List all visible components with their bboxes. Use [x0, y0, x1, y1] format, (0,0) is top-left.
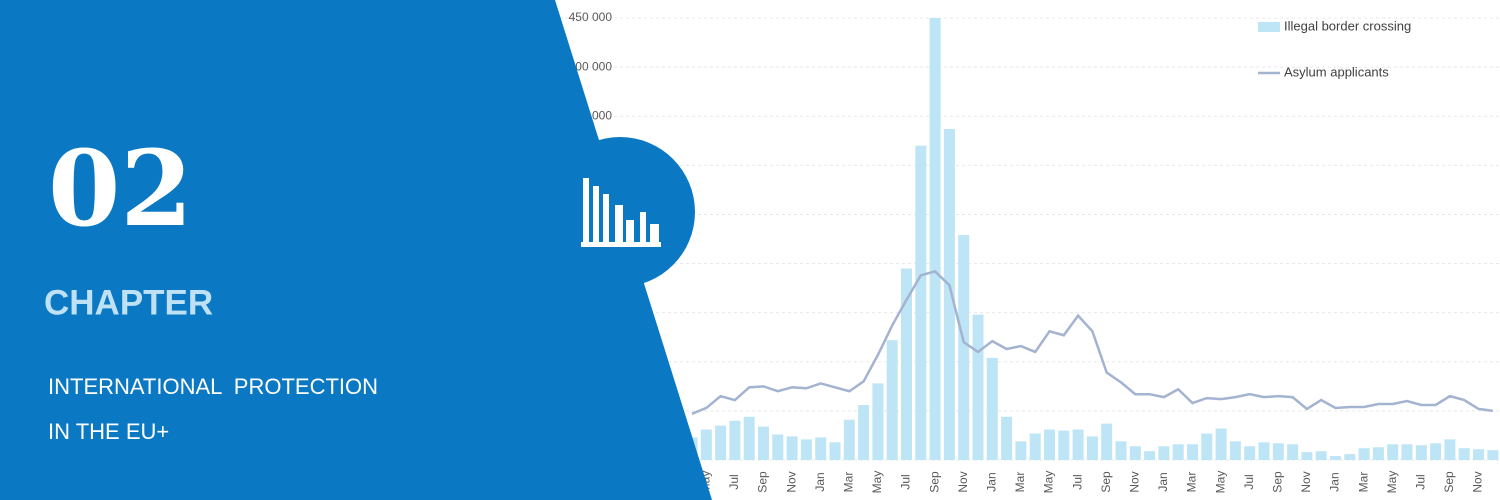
x-tick-label: May — [1213, 471, 1227, 494]
bar — [915, 145, 927, 460]
x-tick-label: Nov — [1127, 471, 1141, 492]
bar — [1144, 451, 1156, 460]
chapter-number: 02 — [48, 127, 193, 250]
bar — [1058, 430, 1070, 460]
bar — [758, 426, 769, 460]
x-tick-label: Jul — [1070, 474, 1084, 489]
bar — [1101, 423, 1113, 460]
bar — [943, 128, 955, 461]
line — [691, 270, 1493, 415]
bar — [729, 420, 741, 460]
bar — [1258, 442, 1270, 460]
x-tick-label: Sep — [756, 471, 770, 493]
bar — [986, 357, 998, 460]
bar — [1430, 443, 1442, 460]
bar — [1187, 444, 1198, 460]
bar — [1201, 433, 1213, 460]
bar — [1444, 439, 1456, 460]
x-tick-label: Jul — [1242, 474, 1256, 489]
bar — [786, 436, 798, 460]
bar — [1372, 447, 1384, 460]
x-tick-label: May — [1385, 471, 1399, 494]
x-tick-label: Mar — [841, 472, 855, 493]
bar — [858, 404, 870, 460]
x-tick-label: Sep — [1270, 471, 1284, 493]
x-tick-label: Sep — [927, 471, 941, 493]
bar — [1072, 429, 1084, 460]
bar — [700, 429, 712, 460]
bar — [715, 425, 727, 460]
chapter-panel — [0, 0, 712, 500]
bar — [958, 235, 970, 460]
x-tick-label: Jul — [1413, 474, 1427, 489]
bar — [1330, 456, 1341, 460]
bar — [872, 383, 884, 460]
bar — [1215, 428, 1227, 460]
chart: 050 000100 000150 000200 000250 000300 0… — [560, 10, 1500, 493]
bar — [1315, 451, 1327, 460]
bar — [1301, 452, 1313, 460]
x-tick-label: May — [870, 471, 884, 494]
bar — [901, 268, 912, 460]
y-tick-label: 400 000 — [569, 59, 613, 73]
x-tick-label: Sep — [1442, 471, 1456, 493]
bar — [829, 442, 841, 460]
bar — [1401, 444, 1413, 460]
bar — [886, 340, 898, 460]
bar — [1229, 441, 1241, 460]
chapter-title: INTERNATIONAL PROTECTION — [48, 374, 378, 399]
bar — [1272, 443, 1284, 460]
bar — [1344, 454, 1356, 460]
x-tick-label: Jan — [984, 472, 998, 491]
bar — [743, 416, 755, 460]
x-tick-label: May — [1042, 471, 1056, 494]
x-tick-label: Nov — [956, 471, 970, 492]
bar — [1458, 448, 1470, 460]
bar — [815, 437, 827, 460]
bar — [772, 434, 784, 460]
bar — [1172, 444, 1184, 460]
x-tick-label: Jan — [813, 472, 827, 491]
x-tick-label: Mar — [1185, 472, 1199, 493]
bar — [1044, 429, 1055, 460]
bar — [1158, 446, 1170, 460]
bar — [1115, 441, 1127, 460]
x-tick-label: Nov — [1299, 471, 1313, 492]
bar — [843, 419, 855, 460]
bar — [929, 18, 941, 460]
x-tick-label: Mar — [1013, 472, 1027, 493]
bar — [1358, 448, 1370, 460]
bar — [1029, 433, 1041, 460]
bar — [1473, 449, 1484, 460]
x-tick-label: Nov — [784, 471, 798, 492]
bar — [972, 314, 984, 460]
legend-label: Illegal border crossing — [1284, 18, 1411, 33]
x-tick-label: Sep — [1099, 471, 1113, 493]
x-tick-label: Mar — [1356, 472, 1370, 493]
chapter-label: CHAPTER — [44, 283, 213, 322]
bar — [1129, 446, 1141, 460]
x-tick-label: Jan — [1156, 472, 1170, 491]
chapter-title: IN THE EU+ — [48, 419, 169, 444]
bar — [1244, 446, 1256, 460]
bar — [1287, 444, 1299, 460]
y-tick-label: 450 000 — [569, 10, 613, 24]
legend-label: Asylum applicants — [1284, 64, 1389, 79]
x-tick-label: Nov — [1471, 471, 1485, 492]
x-tick-label: Jul — [727, 474, 741, 489]
bar — [1387, 444, 1399, 460]
bar — [1015, 441, 1027, 460]
x-tick-label: Jan — [1328, 472, 1342, 491]
chart-icon — [581, 178, 661, 247]
bar — [1001, 416, 1013, 460]
bar — [800, 439, 812, 460]
x-tick-label: Jul — [899, 474, 913, 489]
bar — [1487, 450, 1499, 460]
legend-swatch — [1258, 22, 1280, 32]
bar — [1086, 436, 1098, 460]
bar — [1415, 445, 1427, 460]
